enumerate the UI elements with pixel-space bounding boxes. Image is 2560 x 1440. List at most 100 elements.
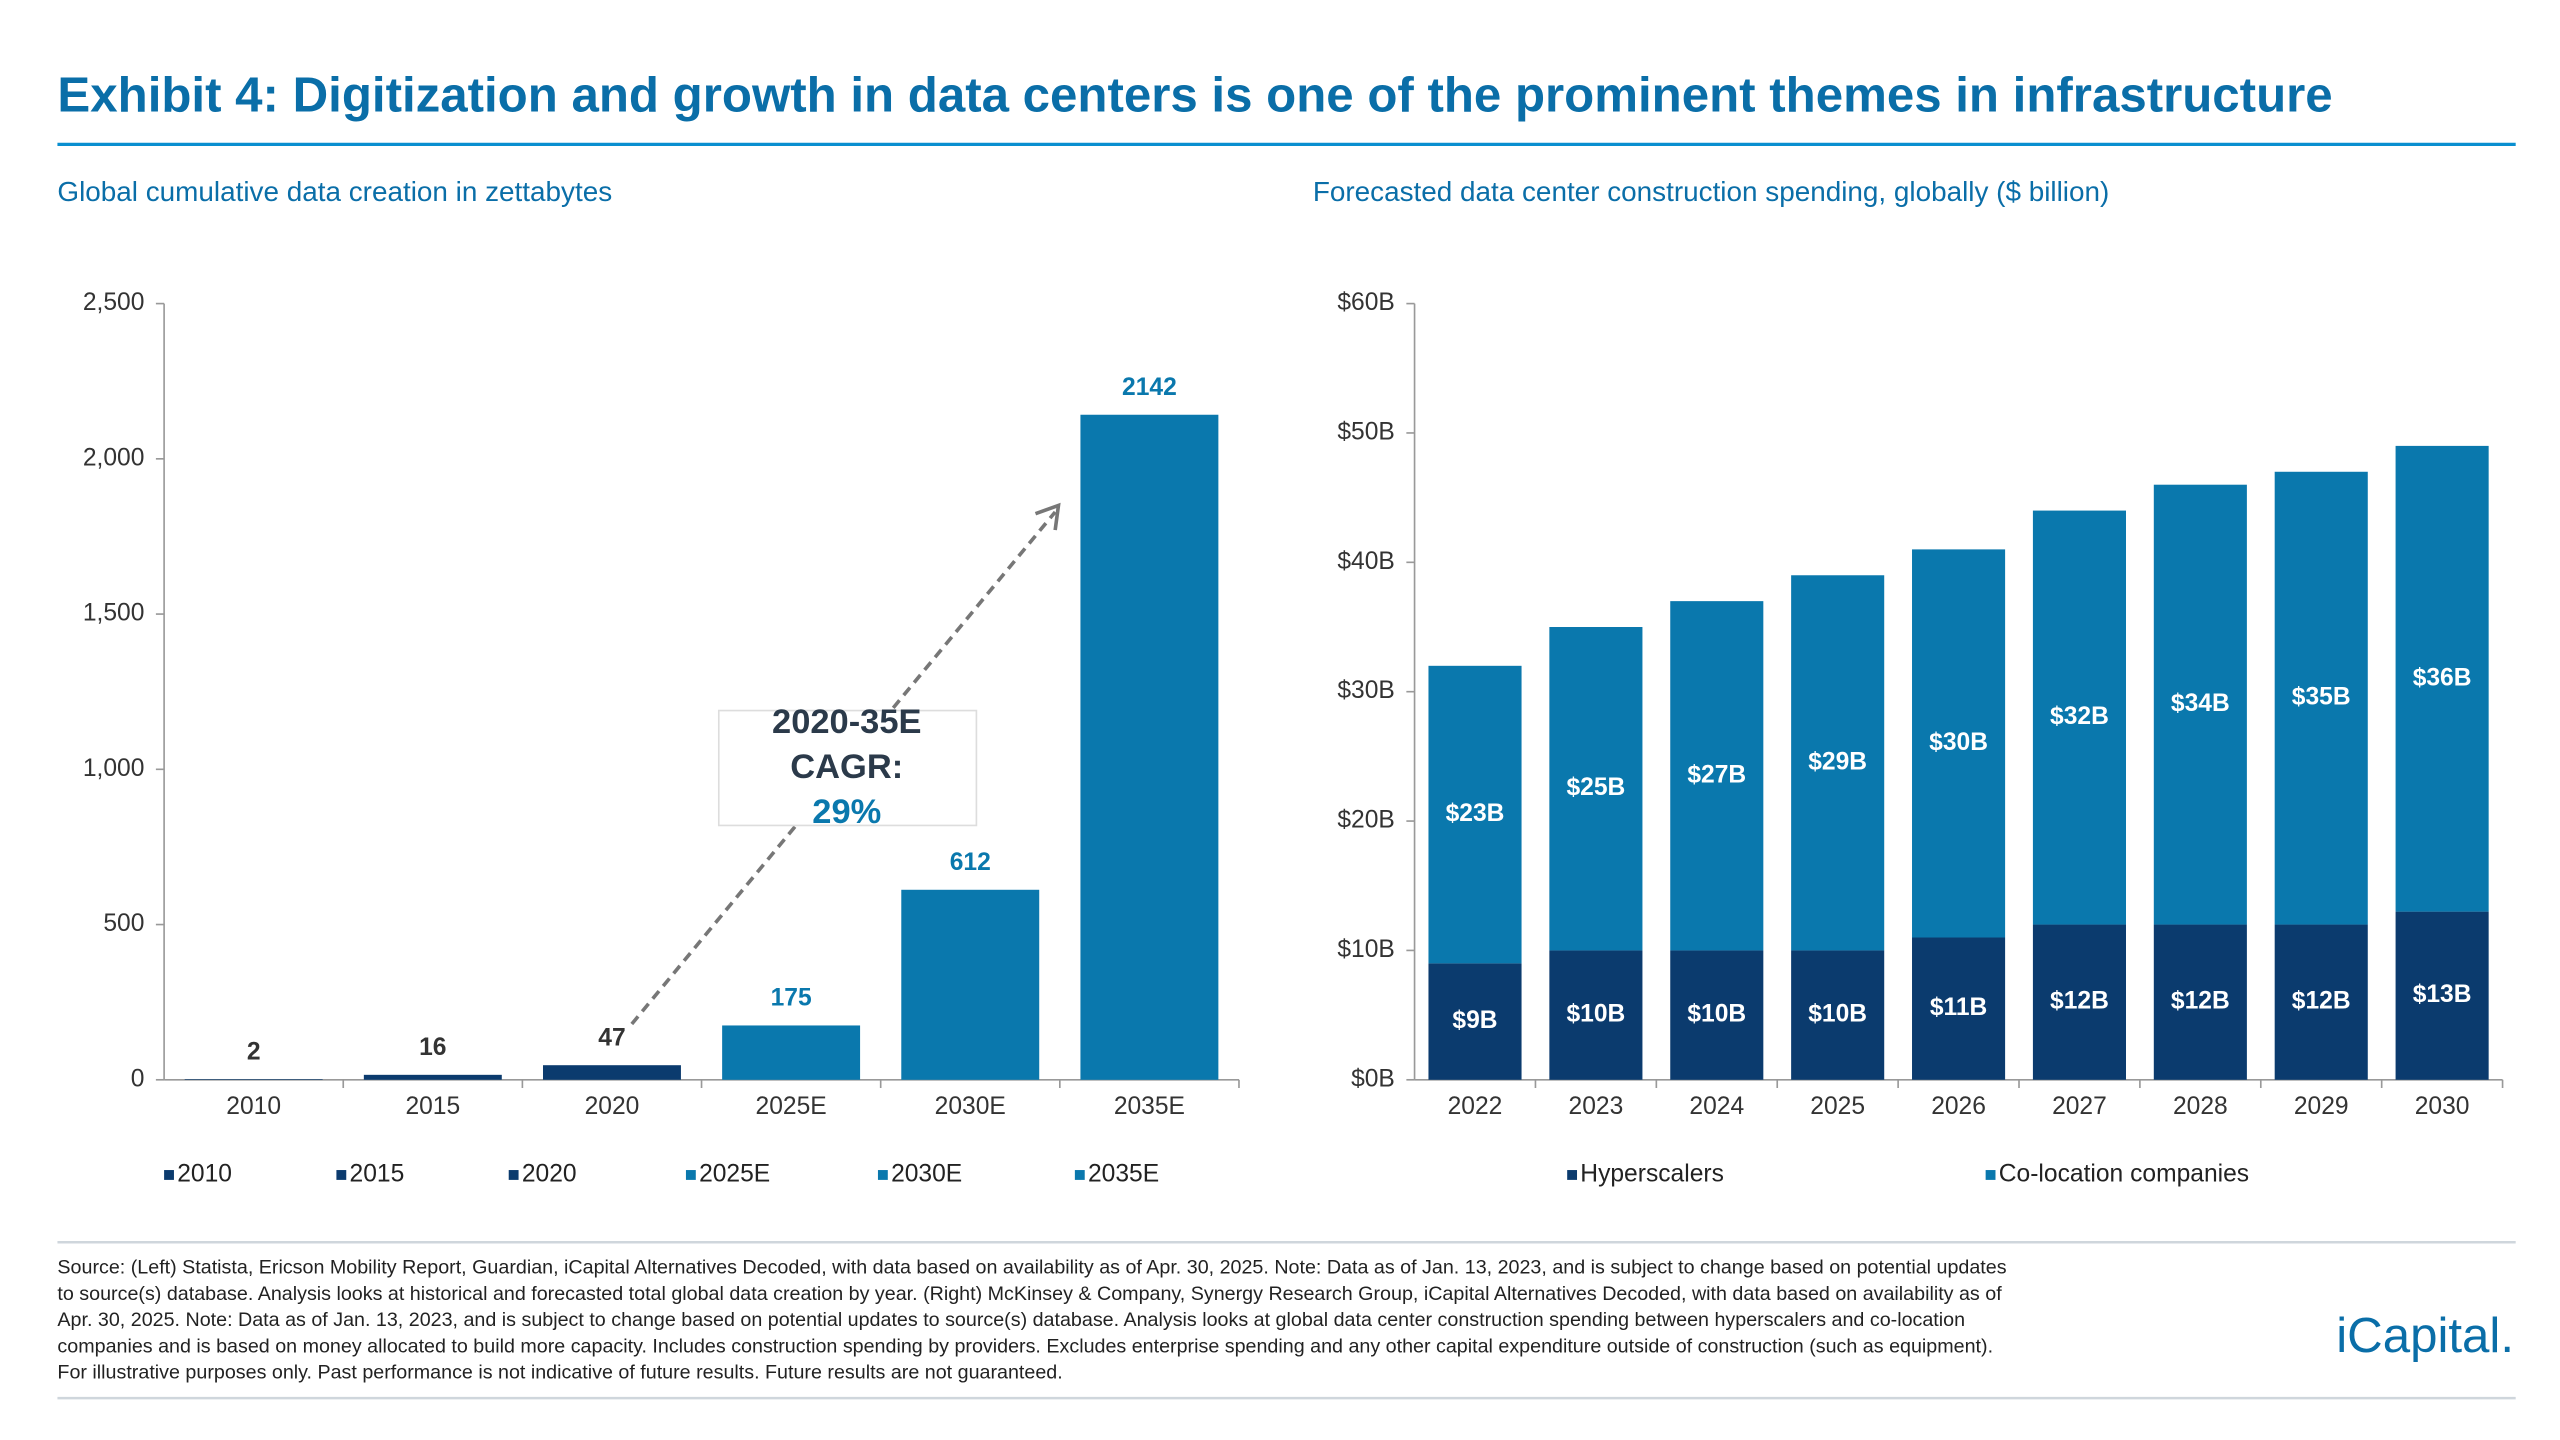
data-label: $10B (1687, 1001, 1746, 1028)
data-label: $36B (2413, 664, 2472, 691)
x-tick-label: 2020 (585, 1093, 640, 1120)
bar-segment (1791, 950, 1885, 1080)
legend-label: 2015 (350, 1160, 405, 1187)
data-label: $10B (1566, 1001, 1625, 1028)
x-tick-label: 2035E (1114, 1093, 1185, 1120)
x-tick-label: 2023 (1569, 1093, 1624, 1120)
y-tick-label: $40B (1337, 548, 1394, 575)
data-label: $12B (2292, 988, 2351, 1015)
source-note: companies and is based on money allocate… (57, 1335, 1993, 1357)
chart-title: Global cumulative data creation in zetta… (57, 176, 612, 207)
bar (1080, 414, 1219, 1080)
x-tick-label: 2025E (756, 1093, 827, 1120)
y-tick-label: $10B (1337, 936, 1394, 963)
annotation: CAGR: (790, 748, 903, 786)
legend-swatch (508, 1170, 519, 1180)
bar-segment (2153, 484, 2247, 925)
annotation-box (717, 709, 978, 827)
bar-segment (1670, 601, 1764, 951)
bar-segment (1549, 950, 1643, 1080)
bar (542, 1065, 681, 1080)
x-tick-label: 2010 (226, 1093, 281, 1120)
legend-label: Co-location companies (1999, 1160, 2249, 1187)
data-label: 612 (950, 849, 991, 876)
bar-segment (2032, 924, 2126, 1080)
x-tick-label: 2029 (2294, 1093, 2349, 1120)
legend-swatch (877, 1170, 888, 1180)
legend-label: 2025E (699, 1160, 770, 1187)
data-label: 47 (598, 1024, 625, 1051)
legend-label: 2020 (522, 1160, 577, 1187)
data-label: $12B (2050, 988, 2109, 1015)
data-label: 2 (247, 1038, 261, 1065)
source-note: Apr. 30, 2025. Note: Data as of Jan. 13,… (57, 1309, 1965, 1331)
y-tick-label: $50B (1337, 418, 1394, 445)
data-label: $10B (1808, 1001, 1867, 1028)
x-tick-label: 2030 (2415, 1093, 2470, 1120)
source-note: to source(s) database. Analysis looks at… (57, 1283, 2002, 1305)
legend-swatch (164, 1170, 174, 1180)
bar-segment (1428, 963, 1522, 1080)
bar-segment (1912, 937, 2006, 1080)
data-label: $13B (2413, 981, 2472, 1008)
bar-segment (2274, 471, 2368, 925)
y-tick-label: 2,000 (83, 444, 145, 471)
data-label: $11B (1930, 994, 1987, 1021)
data-label: $9B (1452, 1007, 1497, 1034)
data-label: $27B (1687, 761, 1746, 788)
bar (722, 1025, 861, 1080)
legend-swatch (685, 1170, 696, 1180)
data-label: 175 (771, 985, 812, 1012)
legend-label: 2010 (177, 1160, 232, 1187)
y-tick-label: $20B (1337, 807, 1394, 834)
y-tick-label: 1,500 (83, 600, 145, 627)
bar-segment (2395, 911, 2489, 1080)
chart-title: Forecasted data center construction spen… (1313, 176, 2109, 207)
data-label: $32B (2050, 703, 2109, 730)
bar-segment (1791, 575, 1885, 951)
legend-swatch (336, 1170, 347, 1180)
bar-segment (1670, 950, 1764, 1080)
data-label: 16 (419, 1034, 446, 1061)
bar-segment (2274, 924, 2368, 1080)
x-tick-label: 2026 (1931, 1093, 1986, 1120)
y-tick-label: 0 (131, 1065, 145, 1092)
bar-segment (2395, 445, 2489, 912)
cagr-arrowhead (1034, 502, 1061, 531)
x-tick-label: 2015 (405, 1093, 460, 1120)
legend-swatch (1074, 1170, 1085, 1180)
annotation: 29% (812, 793, 881, 831)
y-tick-label: $30B (1337, 677, 1394, 704)
bar-segment (2153, 924, 2247, 1080)
data-label: $23B (1446, 800, 1505, 827)
x-tick-label: 2030E (935, 1093, 1006, 1120)
y-tick-label: $0B (1351, 1065, 1395, 1092)
bar-segment (2032, 510, 2126, 925)
bar (363, 1074, 502, 1080)
y-tick-label: 1,000 (83, 755, 145, 782)
bar (184, 1079, 323, 1080)
data-label: $29B (1808, 748, 1867, 775)
bar (901, 889, 1040, 1080)
source-note: For illustrative purposes only. Past per… (57, 1362, 1062, 1384)
x-tick-label: 2024 (1689, 1093, 1744, 1120)
legend-swatch (1985, 1170, 1996, 1180)
x-tick-label: 2025 (1810, 1093, 1865, 1120)
annotation: 2020-35E (772, 703, 921, 741)
y-tick-label: 2,500 (83, 289, 145, 316)
y-tick-label: $60B (1337, 289, 1394, 316)
bar-segment (1912, 549, 2006, 938)
logo: iCapital. (2336, 1308, 2514, 1363)
data-label: $34B (2171, 690, 2230, 717)
data-label: $25B (1566, 774, 1625, 801)
exhibit-title: Exhibit 4: Digitization and growth in da… (57, 67, 2332, 122)
data-label: $12B (2171, 988, 2230, 1015)
x-tick-label: 2022 (1448, 1093, 1503, 1120)
legend-label: 2035E (1088, 1160, 1159, 1187)
source-note: Source: (Left) Statista, Ericson Mobilit… (57, 1257, 2006, 1279)
legend-label: 2030E (891, 1160, 962, 1187)
x-tick-label: 2027 (2052, 1093, 2107, 1120)
